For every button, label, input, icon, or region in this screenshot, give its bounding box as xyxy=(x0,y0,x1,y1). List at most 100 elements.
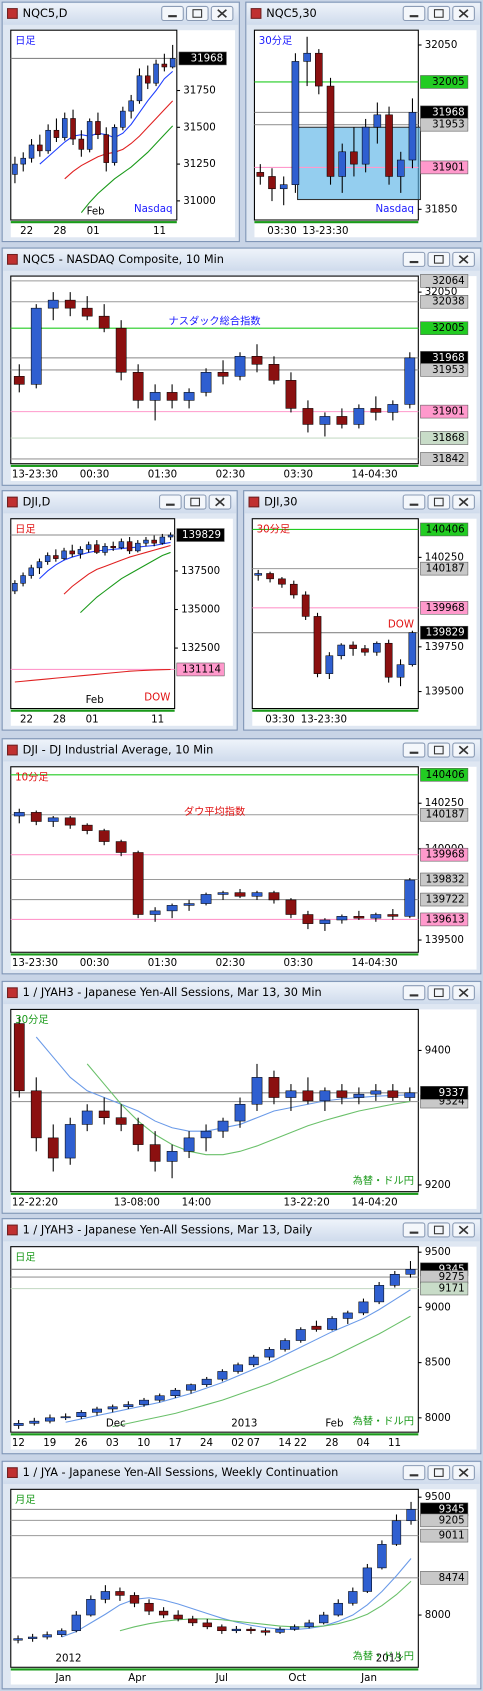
candle-body xyxy=(183,903,195,906)
candle-body xyxy=(201,1378,212,1385)
candle-body xyxy=(289,583,298,596)
window-icon xyxy=(250,8,262,19)
window-icon xyxy=(7,1467,18,1479)
x-tick-label: 13-23:30 xyxy=(12,469,58,481)
x-tick-label: 13-23:30 xyxy=(301,713,347,725)
candle-body xyxy=(98,1110,110,1118)
minimize-button[interactable] xyxy=(402,251,426,267)
minimize-button[interactable] xyxy=(402,985,426,1001)
level-label: 131114 xyxy=(182,663,221,675)
candle-body xyxy=(373,114,382,128)
level-label: 32005 xyxy=(432,76,465,88)
x-tick-label: 01:30 xyxy=(148,469,177,481)
window-icon xyxy=(7,496,18,508)
candle-body xyxy=(13,1423,24,1426)
candle-body xyxy=(326,85,335,177)
candle-body xyxy=(86,121,93,150)
candle-body xyxy=(217,1371,228,1380)
candle-body xyxy=(69,550,75,555)
maximize-button[interactable] xyxy=(185,5,209,22)
candle-body xyxy=(111,127,118,163)
candle-body xyxy=(234,356,246,377)
button-glyph xyxy=(190,497,200,507)
maximize-button[interactable] xyxy=(183,494,207,510)
maximize-button[interactable] xyxy=(427,742,451,758)
level-box xyxy=(420,768,469,782)
moving-average xyxy=(86,1063,410,1156)
maximize-button[interactable] xyxy=(427,494,451,510)
candle-body xyxy=(115,1117,127,1125)
candle-body xyxy=(285,380,297,409)
candle-body xyxy=(327,1318,338,1330)
y-tick-label: 9500 xyxy=(425,1491,451,1503)
minimize-button[interactable] xyxy=(402,1222,426,1238)
maximize-button[interactable] xyxy=(427,5,451,22)
minimize-button[interactable] xyxy=(402,742,426,758)
candle-body xyxy=(251,356,263,365)
candle-body xyxy=(20,575,26,584)
candle-body xyxy=(353,916,365,919)
annotation: Nasdaq xyxy=(134,203,173,215)
maximize-button[interactable] xyxy=(427,251,451,267)
window-title: 1 / JYA - Japanese Yen-All Sessions, Wee… xyxy=(23,1465,339,1479)
candle-body xyxy=(406,1509,416,1522)
level-label: 140406 xyxy=(426,769,465,781)
maximize-button[interactable] xyxy=(427,1465,451,1481)
candle-body xyxy=(408,632,417,665)
candle-body xyxy=(136,75,143,102)
candle-body xyxy=(279,184,288,190)
x-axis-strip xyxy=(10,1433,419,1436)
level-box xyxy=(420,295,469,309)
x-tick-label: 14-04:30 xyxy=(351,469,397,481)
annotation: 為替・ドル円 xyxy=(353,1649,414,1662)
candle-body xyxy=(370,914,382,919)
x-tick-label: 11 xyxy=(151,713,164,725)
candle-body xyxy=(149,1144,161,1162)
candle-body xyxy=(149,910,161,915)
button-glyph xyxy=(458,1468,469,1477)
y-tick-label: 9500 xyxy=(425,1246,451,1258)
x-tick-label: 11 xyxy=(388,1437,401,1449)
candle-body xyxy=(12,163,18,175)
candle-body xyxy=(170,1389,181,1397)
candle-body xyxy=(374,1285,385,1303)
annotation: 30分足 xyxy=(15,1014,48,1026)
candle-body xyxy=(200,894,212,904)
maximize-button[interactable] xyxy=(427,985,451,1001)
candle-body xyxy=(319,919,331,924)
level-box xyxy=(178,51,227,66)
window-title: NQC5,30 xyxy=(266,6,316,20)
annotation: 30分足 xyxy=(259,35,292,47)
x-tick-label: Oct xyxy=(288,1672,306,1684)
candle-body xyxy=(348,1591,358,1604)
level-label: 140187 xyxy=(426,563,465,575)
x-tick-label: 13-22:20 xyxy=(284,1196,330,1208)
minimize-button[interactable] xyxy=(402,1465,426,1481)
x-sub-label: Feb xyxy=(325,1418,343,1430)
x-tick-label: 13-08:00 xyxy=(114,1196,160,1208)
candle-body xyxy=(57,1630,67,1635)
candle-body xyxy=(303,52,311,62)
candle-body xyxy=(144,75,151,84)
x-sub-label: 2013 xyxy=(376,1653,402,1665)
candle-body xyxy=(295,1329,306,1341)
candle-body xyxy=(64,817,76,826)
candle-body xyxy=(350,151,358,165)
minimize-button[interactable] xyxy=(159,494,182,510)
minimize-button[interactable] xyxy=(161,5,184,22)
minimize-button[interactable] xyxy=(402,5,426,22)
minimize-button[interactable] xyxy=(402,494,426,510)
candle-body xyxy=(217,1626,227,1632)
button-glyph xyxy=(458,497,469,507)
candle-body xyxy=(319,1090,331,1102)
candle-body xyxy=(377,1544,387,1569)
candle-body xyxy=(291,61,300,185)
x-axis-strip xyxy=(10,709,175,712)
level-label: 31901 xyxy=(432,406,465,418)
candle-body xyxy=(404,1092,416,1098)
candle-body xyxy=(349,644,357,649)
x-tick-label: 13-23:30 xyxy=(302,225,348,237)
maximize-button[interactable] xyxy=(427,1222,451,1238)
level-box xyxy=(420,321,469,335)
candle-body xyxy=(285,899,297,915)
